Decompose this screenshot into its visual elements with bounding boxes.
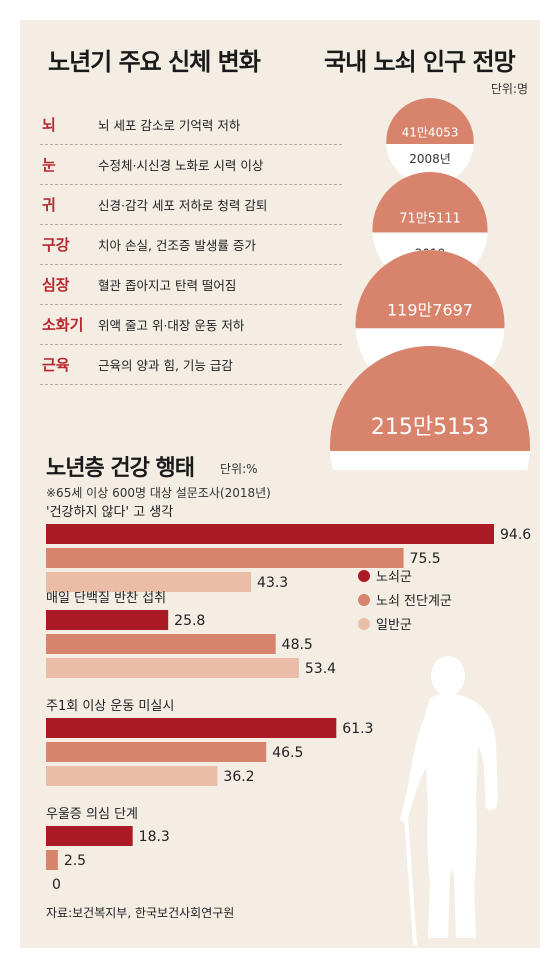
body-changes-title: 노년기 주요 신체 변화	[48, 48, 261, 76]
organ-row: 근육 근육의 양과 힘, 기능 급감	[40, 344, 342, 385]
bar-value-label: 0	[52, 877, 61, 893]
bar	[46, 826, 133, 846]
bar	[46, 658, 299, 678]
organ-row: 귀 신경·감각 세포 저하로 청력 감퇴	[40, 184, 342, 225]
legend-label: 노쇠군	[376, 570, 412, 585]
population-title: 국내 노쇠 인구 전망	[324, 48, 516, 76]
population-value-label: 119만7697	[387, 301, 473, 320]
population-value-label: 41만4053	[402, 126, 459, 140]
legend-dot-icon	[358, 594, 370, 606]
organ-row: 소화기 위액 줄고 위·대장 운동 저하	[40, 304, 342, 345]
bar	[46, 524, 494, 544]
organ-row: 뇌 뇌 세포 감소로 기억력 저하	[40, 104, 342, 145]
organ-name: 심장	[42, 276, 70, 294]
organ-desc: 신경·감각 세포 저하로 청력 감퇴	[98, 198, 268, 213]
bar-value-label: 2.5	[64, 853, 86, 869]
bar-value-label: 75.5	[410, 551, 441, 567]
group-label: 우울증 의심 단계	[46, 807, 138, 822]
bar	[46, 548, 404, 568]
bar	[46, 766, 218, 786]
bar	[46, 634, 276, 654]
health-bar-chart: '건강하지 않다' 고 생각 94.6 75.5 43.3 매일 단백질 반찬 섭취 25…	[46, 505, 531, 894]
legend-dot-icon	[358, 618, 370, 630]
organ-name: 근육	[42, 356, 70, 374]
organ-row: 구강 치아 손실, 건조증 발생률 증가	[40, 224, 342, 265]
organ-desc: 뇌 세포 감소로 기억력 저하	[98, 118, 241, 133]
organ-row: 심장 혈관 좁아지고 탄력 떨어짐	[40, 264, 342, 305]
legend-item: 노쇠군	[358, 566, 412, 585]
legend-label: 노쇠 전단계군	[376, 594, 452, 609]
source-note: 자료:보건복지부, 한국보건사회연구원	[46, 906, 235, 920]
bar-value-label: 48.5	[282, 637, 313, 653]
legend-item: 노쇠 전단계군	[358, 590, 452, 609]
group-label: 매일 단백질 반찬 섭취	[46, 591, 166, 606]
bar-value-label: 94.6	[500, 527, 531, 543]
legend-dot-icon	[358, 570, 370, 582]
organ-name: 귀	[42, 196, 56, 214]
population-year-label: 2008년	[409, 152, 451, 166]
organ-desc: 혈관 좁아지고 탄력 떨어짐	[98, 278, 237, 293]
bar-value-label: 61.3	[342, 721, 373, 737]
bar-value-label: 46.5	[272, 745, 303, 761]
bar-value-label: 36.2	[223, 769, 254, 785]
bar-value-label: 43.3	[257, 575, 288, 591]
infographic-panel: 노년기 주요 신체 변화 국내 노쇠 인구 전망 단위:명 뇌 뇌 세포 감소로 …	[20, 20, 540, 948]
population-bubble-chart: 41만40532008년71만51112019119만76972030215만5…	[330, 98, 530, 470]
organ-name: 뇌	[42, 116, 56, 134]
legend-item: 일반군	[358, 614, 412, 633]
bar	[46, 610, 169, 630]
survey-note: ※65세 이상 600명 대상 설문조사(2018년)	[46, 486, 271, 500]
group-label: 주1회 이상 운동 미실시	[46, 699, 174, 714]
bar	[46, 742, 267, 762]
organ-name: 눈	[42, 156, 56, 174]
organ-desc: 수정체·시신경 노화로 시력 이상	[98, 158, 264, 173]
health-title: 노년층 건강 행태	[46, 456, 195, 481]
organ-row: 눈 수정체·시신경 노화로 시력 이상	[40, 144, 342, 185]
organ-desc: 치아 손실, 건조증 발생률 증가	[98, 238, 256, 253]
organ-name: 소화기	[42, 316, 84, 334]
legend-label: 일반군	[376, 618, 412, 633]
population-value-label: 215만5153	[371, 415, 489, 440]
bar-value-label: 53.4	[305, 661, 336, 677]
organ-desc: 근육의 양과 힘, 기능 급감	[98, 358, 233, 373]
organ-desc: 위액 줄고 위·대장 운동 저하	[98, 318, 245, 333]
group-label: '건강하지 않다' 고 생각	[46, 505, 173, 520]
bar-value-label: 25.8	[174, 613, 205, 629]
bar	[46, 850, 58, 870]
population-value-label: 71만5111	[399, 212, 461, 227]
bar-value-label: 18.3	[139, 829, 170, 845]
elderly-silhouette-icon	[400, 656, 498, 946]
bar	[46, 572, 252, 592]
bar	[46, 718, 337, 738]
health-unit: 단위:%	[220, 462, 258, 476]
organ-name: 구강	[42, 236, 70, 254]
population-unit: 단위:명	[490, 82, 528, 96]
